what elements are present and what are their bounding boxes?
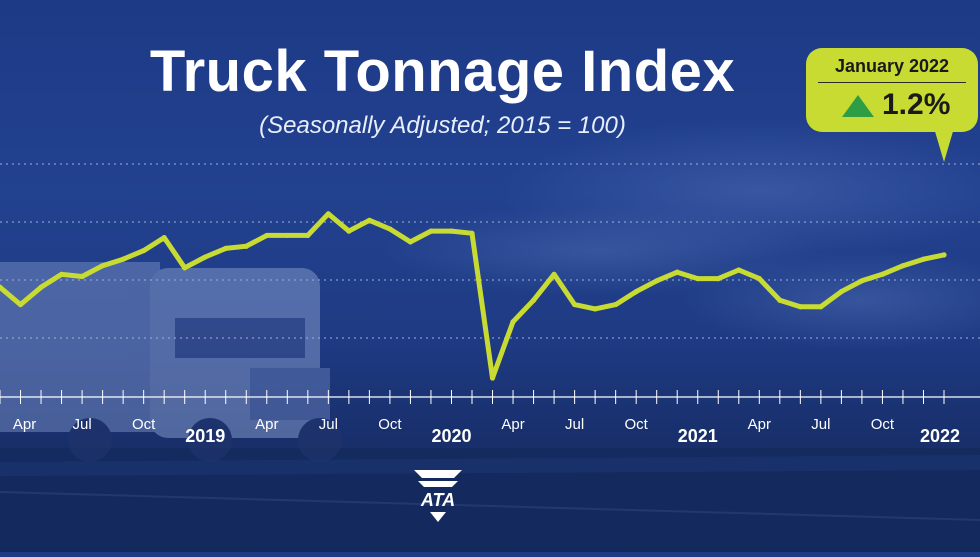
data-point <box>736 267 742 273</box>
data-point <box>161 235 167 241</box>
data-point <box>900 263 906 269</box>
callout-divider <box>818 82 966 83</box>
x-tick-label: Apr <box>13 416 36 433</box>
data-point <box>756 276 762 282</box>
year-label: 2021 <box>678 426 718 446</box>
year-label: 2020 <box>431 426 471 446</box>
data-point <box>407 239 414 245</box>
data-point <box>243 243 249 249</box>
x-tick-label: Apr <box>501 416 524 433</box>
data-point <box>633 289 639 295</box>
data-point <box>695 276 701 282</box>
data-point <box>428 228 434 234</box>
callout-month: January 2022 <box>834 56 950 76</box>
data-point <box>818 304 824 310</box>
x-tick-label: Oct <box>132 416 156 433</box>
x-axis <box>0 390 980 404</box>
ata-logo: ATA <box>410 466 466 526</box>
x-tick-label: Jul <box>319 416 338 433</box>
data-point <box>38 284 44 290</box>
x-tick-label: Oct <box>871 416 895 433</box>
data-point <box>654 278 660 284</box>
data-point <box>572 301 578 308</box>
callout-pointer <box>934 128 954 162</box>
callout-box <box>806 48 978 132</box>
data-point <box>674 269 680 275</box>
x-tick-label: Oct <box>625 416 649 433</box>
data-point <box>284 232 290 239</box>
x-tick-label: Apr <box>748 416 771 433</box>
series-line <box>0 211 947 381</box>
data-point <box>100 263 106 269</box>
data-point <box>325 211 331 217</box>
data-point <box>17 301 24 308</box>
data-point <box>305 232 311 239</box>
data-point <box>366 217 372 223</box>
data-point <box>448 228 455 234</box>
data-point <box>264 232 270 239</box>
data-point <box>223 245 229 251</box>
data-point <box>202 254 208 260</box>
data-point <box>879 271 886 277</box>
gridlines <box>0 163 980 339</box>
x-tick-label: Jul <box>811 416 830 433</box>
callout-percent: 1.2% <box>882 88 951 121</box>
data-point <box>777 297 783 303</box>
data-point <box>510 319 516 325</box>
x-tick-label: Apr <box>255 416 278 433</box>
x-tick-label: Jul <box>565 416 584 433</box>
data-point <box>551 271 557 277</box>
data-point <box>797 304 803 310</box>
data-point <box>79 273 85 280</box>
data-point <box>859 278 865 284</box>
truck-silhouette <box>0 262 342 462</box>
series <box>0 211 947 381</box>
data-point <box>141 247 147 254</box>
data-point <box>715 276 721 282</box>
data-point <box>592 306 598 312</box>
data-point <box>838 289 844 295</box>
x-tick-label: Jul <box>72 416 91 433</box>
data-point <box>346 228 352 234</box>
data-point <box>530 297 537 303</box>
data-point <box>613 301 619 308</box>
svg-text:ATA: ATA <box>420 490 455 510</box>
data-point <box>387 226 393 232</box>
data-point <box>182 265 188 271</box>
data-point <box>920 256 927 262</box>
data-point <box>489 375 496 381</box>
latest-change-callout: January 2022 1.2% <box>806 48 978 162</box>
data-point <box>469 230 475 236</box>
chart-subtitle: (Seasonally Adjusted; 2015 = 100) <box>259 112 626 139</box>
data-point <box>0 284 3 290</box>
year-label: 2019 <box>185 426 225 446</box>
up-triangle-icon <box>842 95 874 117</box>
chart-title: Truck Tonnage Index <box>149 39 736 104</box>
data-point <box>58 271 65 277</box>
year-label: 2022 <box>920 426 960 446</box>
data-point <box>941 252 947 258</box>
data-point <box>120 256 126 262</box>
x-tick-label: Oct <box>378 416 402 433</box>
tick-labels: Apr Jul Oct Apr Jul Oct Apr Jul Oct Apr Jul Oct 2019… <box>13 416 960 446</box>
